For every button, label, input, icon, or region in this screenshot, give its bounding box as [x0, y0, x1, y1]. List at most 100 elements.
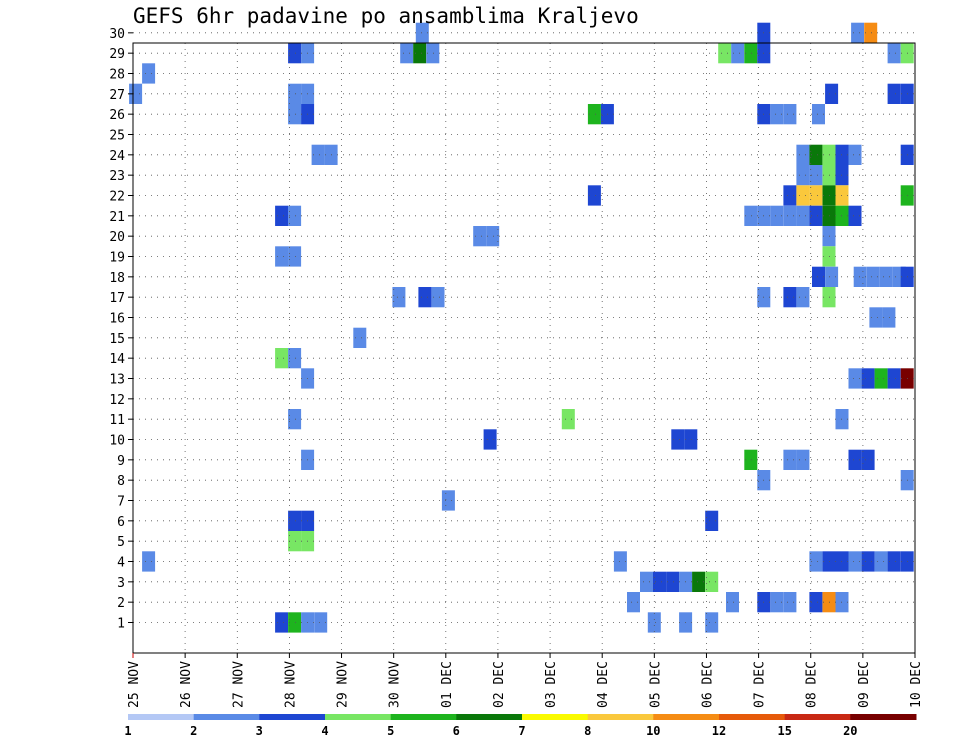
- heatmap-cell: [796, 287, 810, 308]
- y-tick-label: 3: [117, 576, 125, 591]
- heatmap-cell: [627, 592, 640, 613]
- y-tick-label: 4: [117, 556, 125, 571]
- y-tick-label: 8: [117, 474, 125, 489]
- y-tick-label: 22: [109, 190, 125, 205]
- y-tick-label: 10: [109, 434, 125, 449]
- heatmap-cell: [275, 246, 289, 267]
- y-tick-label: 17: [109, 291, 125, 306]
- colorbar-swatch: [522, 714, 589, 720]
- heatmap-cell: [848, 551, 862, 572]
- heatmap-cell: [848, 205, 862, 226]
- heatmap-cell: [848, 368, 862, 389]
- x-tick-label: 05 DEC: [648, 661, 663, 708]
- heatmap-cell: [861, 368, 875, 389]
- heatmap-cell: [783, 449, 797, 470]
- y-tick-label: 12: [109, 393, 125, 408]
- colorbar-swatch: [456, 714, 523, 720]
- heatmap-cell: [288, 531, 302, 552]
- y-axis: 1234567891011121314151617181920212223242…: [109, 27, 133, 632]
- y-tick-label: 6: [117, 515, 125, 530]
- y-tick-label: 27: [109, 88, 125, 103]
- y-tick-label: 26: [109, 108, 125, 123]
- colorbar-swatch: [128, 714, 195, 720]
- x-tick-label: 30 NOV: [388, 661, 403, 708]
- colorbar-swatch: [390, 714, 457, 720]
- heatmap-cell: [887, 551, 901, 572]
- y-tick-label: 13: [109, 373, 125, 388]
- heatmap-cell: [744, 43, 758, 64]
- heatmap-cell: [415, 22, 429, 43]
- y-tick-label: 14: [109, 352, 125, 367]
- heatmap-cell: [288, 510, 302, 531]
- heatmap-cell: [353, 327, 367, 348]
- heatmap-cell: [744, 205, 758, 226]
- heatmap-cells: [129, 22, 914, 633]
- heatmap-cell: [770, 104, 784, 125]
- x-tick-label: 26 NOV: [179, 661, 194, 708]
- colorbar-label: 20: [843, 724, 857, 738]
- heatmap-cell: [882, 307, 896, 328]
- heatmap-cell: [288, 612, 302, 633]
- x-tick-label: 06 DEC: [701, 661, 716, 708]
- heatmap-cell: [431, 287, 445, 308]
- x-axis: 25 NOV 26 NOV 27 NOV 28 NOV 29 NOV 30 NOV 01 D…: [127, 653, 924, 708]
- heatmap-cell: [142, 551, 156, 572]
- heatmap-cell: [288, 43, 302, 64]
- heatmap-cell: [718, 43, 732, 64]
- colorbar-label: 6: [453, 724, 460, 738]
- colorbar-label: 12: [712, 724, 726, 738]
- heatmap-cell: [874, 551, 888, 572]
- heatmap-cell: [288, 348, 302, 369]
- y-tick-label: 1: [117, 617, 125, 632]
- heatmap-cell: [874, 368, 888, 389]
- heatmap-cell: [288, 104, 302, 125]
- y-tick-label: 19: [109, 251, 125, 266]
- heatmap-cell: [887, 43, 901, 64]
- heatmap-cell: [848, 144, 862, 165]
- x-tick-label: 08 DEC: [805, 661, 820, 708]
- heatmap-cell: [666, 571, 680, 592]
- heatmap-cell: [866, 266, 880, 287]
- y-tick-label: 20: [109, 230, 125, 245]
- colorbar-label: 3: [256, 724, 263, 738]
- y-tick-label: 25: [109, 129, 125, 144]
- heatmap-cell: [418, 287, 432, 308]
- heatmap-cell: [879, 266, 893, 287]
- colorbar-swatch: [193, 714, 260, 720]
- y-tick-label: 30: [109, 27, 125, 42]
- heatmap-cell: [809, 165, 823, 186]
- heatmap-cell: [413, 43, 427, 64]
- heatmap-cell: [288, 246, 302, 267]
- heatmap-cell: [809, 205, 823, 226]
- heatmap-cell: [726, 592, 739, 613]
- y-tick-label: 15: [109, 332, 125, 347]
- heatmap-cell: [853, 266, 867, 287]
- heatmap-cell: [770, 205, 784, 226]
- plot-frame: [132, 42, 916, 654]
- heatmap-cell: [486, 226, 500, 247]
- heatmap-cell: [705, 612, 719, 633]
- grid-lines: [133, 32, 915, 653]
- colorbar-label: 10: [646, 724, 660, 738]
- colorbar-label: 2: [190, 724, 197, 738]
- y-tick-label: 11: [109, 413, 125, 428]
- y-tick-label: 16: [109, 312, 125, 327]
- colorbar-label: 5: [387, 724, 394, 738]
- colorbar-swatch: [653, 714, 720, 720]
- colorbar-label: 8: [584, 724, 591, 738]
- heatmap-cell: [671, 429, 685, 450]
- y-tick-label: 7: [117, 495, 125, 510]
- y-tick-label: 5: [117, 535, 125, 550]
- x-tick-label: 02 DEC: [492, 661, 507, 708]
- heatmap-cell: [647, 612, 661, 633]
- x-tick-label: 27 NOV: [231, 661, 246, 708]
- y-tick-label: 21: [109, 210, 125, 225]
- chart-title: GEFS 6hr padavine po ansamblima Kraljevo: [133, 4, 639, 28]
- heatmap-cell: [783, 205, 797, 226]
- heatmap-cell: [809, 144, 823, 165]
- x-tick-label: 01 DEC: [440, 661, 455, 708]
- y-tick-label: 29: [109, 47, 125, 62]
- x-tick-label: 09 DEC: [857, 661, 872, 708]
- colorbar-label: 4: [321, 724, 328, 738]
- heatmap-cell: [275, 348, 289, 369]
